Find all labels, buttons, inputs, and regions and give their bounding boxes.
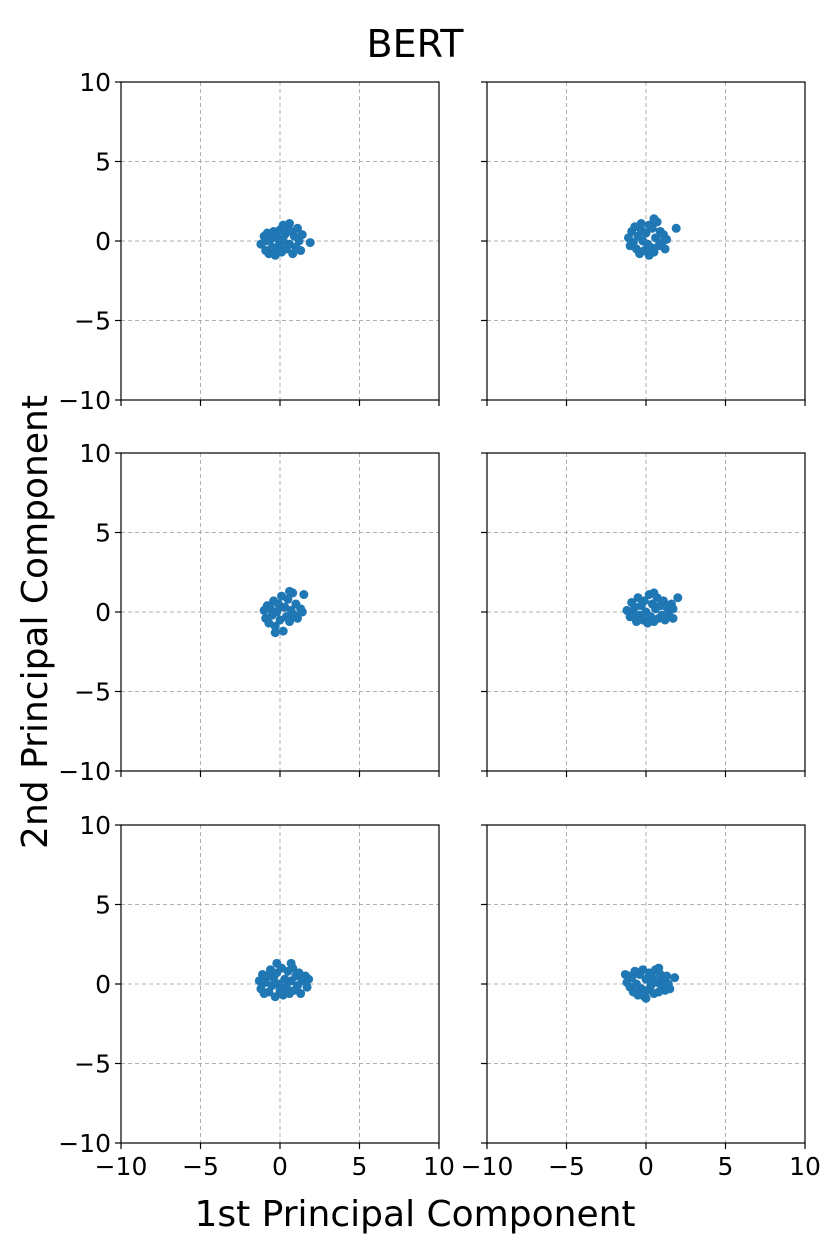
- data-point: [668, 604, 678, 614]
- data-point: [673, 593, 683, 603]
- y-tick-label: −5: [74, 307, 111, 336]
- data-point: [299, 590, 309, 600]
- y-tick-label: 10: [79, 439, 111, 468]
- subplot-1: −10 −5 0 5 10: [58, 68, 440, 415]
- data-point: [302, 982, 312, 992]
- x-tick-label: 10: [423, 1152, 455, 1181]
- data-point: [297, 230, 307, 240]
- y-axis-label: 2nd Principal Component: [15, 395, 56, 849]
- data-point: [261, 236, 271, 246]
- data-point: [278, 220, 288, 230]
- data-point: [297, 607, 307, 617]
- subplot-6: −10 −5 0 5 10: [461, 824, 821, 1181]
- data-point: [654, 963, 664, 973]
- data-point: [662, 234, 672, 244]
- subplot-3: −10 −5 0 5 10: [58, 439, 440, 786]
- y-tick-label: 0: [95, 227, 111, 256]
- x-tick-label: 10: [789, 1152, 821, 1181]
- data-point: [285, 617, 295, 627]
- x-tick-label: 0: [638, 1152, 654, 1181]
- x-tick-label: 5: [352, 1152, 368, 1181]
- data-point: [270, 246, 280, 256]
- data-point: [304, 974, 314, 984]
- x-tick-label: −10: [461, 1152, 514, 1181]
- data-point: [272, 958, 282, 968]
- x-tick-label: 5: [718, 1152, 734, 1181]
- data-point: [670, 973, 680, 983]
- x-tick-label: −5: [548, 1152, 585, 1181]
- data-point: [286, 958, 296, 968]
- data-point: [639, 596, 649, 606]
- data-point: [649, 588, 659, 598]
- data-point: [270, 628, 280, 638]
- data-point: [662, 971, 672, 981]
- plot-frame: [486, 824, 806, 1144]
- data-point: [292, 223, 302, 233]
- y-tick-label: −5: [74, 1050, 111, 1079]
- y-tick-label: 0: [95, 970, 111, 999]
- y-tick-label: 5: [95, 891, 111, 920]
- data-point: [668, 613, 678, 623]
- data-point: [278, 626, 288, 636]
- x-tick-label: −10: [95, 1152, 148, 1181]
- data-point: [285, 586, 295, 596]
- data-point: [270, 992, 280, 1002]
- data-point: [641, 993, 651, 1003]
- data-point: [296, 989, 306, 999]
- y-tick-label: 5: [95, 519, 111, 548]
- data-point: [647, 223, 657, 233]
- data-point: [649, 214, 659, 224]
- data-point: [641, 228, 651, 238]
- subplot-4: [481, 452, 806, 777]
- data-point: [283, 594, 293, 604]
- data-point: [665, 984, 675, 994]
- y-tick-label: 0: [95, 598, 111, 627]
- y-tick-label: −5: [74, 678, 111, 707]
- y-tick-label: 10: [79, 68, 111, 97]
- y-tick-label: 10: [79, 811, 111, 840]
- data-point: [305, 238, 315, 248]
- data-point: [636, 219, 646, 229]
- subplot-5: −10−10 −5 −5 0 0 5 5 10 10: [58, 811, 455, 1181]
- x-tick-label: −5: [182, 1152, 219, 1181]
- subplot-2: [481, 81, 806, 406]
- figure-title: BERT: [367, 22, 465, 66]
- y-tick-label: −10: [58, 757, 111, 786]
- y-tick-label: 5: [95, 148, 111, 177]
- data-point: [292, 613, 302, 623]
- x-tick-label: 0: [272, 1152, 288, 1181]
- data-point: [270, 621, 280, 631]
- data-point: [644, 250, 654, 260]
- data-point: [651, 233, 661, 243]
- y-tick-label: −10: [58, 386, 111, 415]
- data-point: [660, 244, 670, 254]
- x-axis-label: 1st Principal Component: [194, 1194, 635, 1235]
- y-tick-label: −10: [58, 1129, 111, 1158]
- data-point: [275, 602, 285, 612]
- data-point: [671, 223, 681, 233]
- data-point: [296, 246, 306, 256]
